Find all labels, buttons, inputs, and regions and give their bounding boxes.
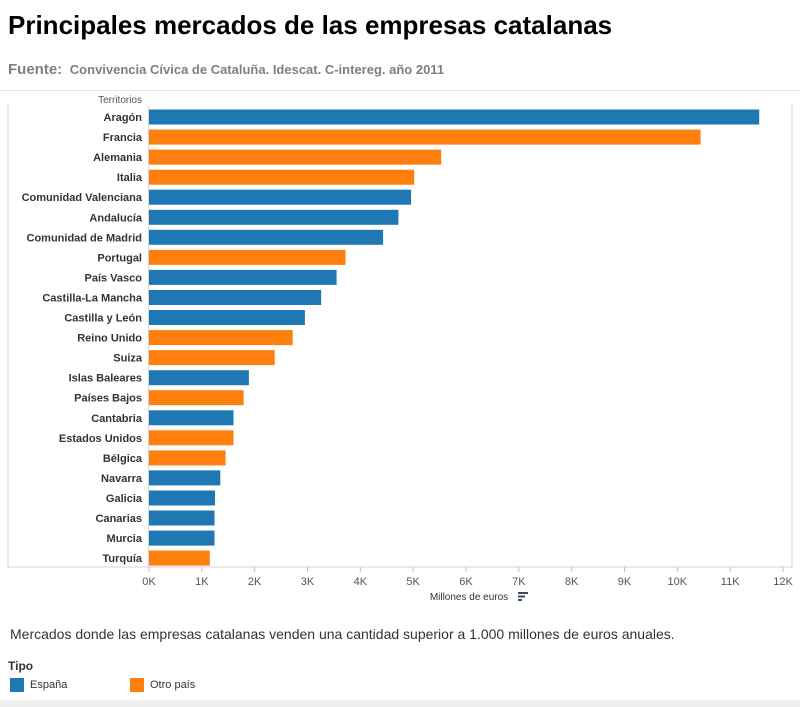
- category-label: Turquía: [102, 553, 142, 565]
- category-label: Cantabria: [91, 413, 143, 425]
- category-label: Reino Unido: [77, 333, 142, 345]
- y-axis-title: Territorios: [98, 95, 142, 106]
- bar: [149, 390, 244, 406]
- category-label: Galicia: [106, 493, 143, 505]
- bar: [149, 370, 249, 386]
- legend-item-espana[interactable]: España: [10, 677, 67, 692]
- bar: [149, 310, 305, 325]
- x-tick-label: 6K: [459, 576, 473, 588]
- category-label: Navarra: [101, 473, 143, 485]
- bar: [149, 450, 226, 466]
- bar: [149, 350, 275, 366]
- x-tick-label: 10K: [668, 576, 688, 588]
- bar: [149, 430, 234, 446]
- category-label: Bélgica: [103, 453, 143, 465]
- x-tick-label: 2K: [248, 576, 262, 588]
- category-label: Comunidad Valenciana: [22, 192, 143, 204]
- bar: [149, 530, 215, 546]
- x-tick-label: 3K: [301, 576, 315, 588]
- bar: [149, 229, 384, 245]
- category-label: Canarias: [96, 513, 142, 525]
- category-label: Suiza: [113, 353, 143, 365]
- chart-caption: Mercados donde las empresas catalanas ve…: [10, 626, 675, 642]
- bar: [149, 490, 215, 506]
- category-label: Comunidad de Madrid: [27, 232, 143, 244]
- bar: [149, 410, 234, 426]
- bar: [149, 510, 215, 526]
- sort-descending-icon[interactable]: [518, 592, 528, 601]
- source-text: Convivencia Cívica de Cataluña. Idescat.…: [69, 62, 445, 77]
- category-label: Castilla y León: [64, 313, 142, 325]
- bar: [149, 330, 293, 346]
- category-label: Francia: [103, 132, 143, 144]
- legend-title: Tipo: [8, 659, 34, 673]
- x-tick-label: 12K: [773, 576, 793, 588]
- legend-label-otro-pais: Otro país: [150, 678, 196, 691]
- x-tick-label: 9K: [618, 576, 632, 588]
- bar: [149, 109, 760, 125]
- bar: [149, 209, 399, 225]
- legend-label-espana: España: [30, 678, 68, 691]
- bar: [149, 129, 701, 145]
- bar: [149, 149, 442, 165]
- category-label: Andalucía: [89, 212, 142, 224]
- category-label: Alemania: [93, 152, 143, 164]
- x-tick-label: 11K: [721, 576, 740, 588]
- header-divider: [0, 90, 800, 91]
- category-label: Italia: [117, 172, 143, 184]
- bar-chart: Territorios Aragón Francia Alemania Italia Co…: [7, 95, 793, 603]
- legend-swatch-espana: [10, 677, 24, 692]
- category-label: Islas Baleares: [69, 373, 142, 385]
- bar: [149, 550, 210, 566]
- category-label: País Vasco: [85, 272, 143, 284]
- category-label: Estados Unidos: [59, 433, 142, 445]
- source-label: Fuente:: [8, 61, 63, 78]
- source-line: Fuente: Convivencia Cívica de Cataluña. …: [8, 61, 444, 78]
- x-tick-label: 7K: [512, 576, 526, 588]
- legend-item-otro-pais[interactable]: Otro país: [130, 677, 195, 692]
- category-label: Países Bajos: [74, 393, 142, 405]
- x-tick-label: 0K: [142, 576, 156, 588]
- bar: [149, 169, 415, 185]
- bar: [149, 249, 346, 265]
- x-tick-label: 1K: [195, 576, 209, 588]
- bar: [149, 470, 221, 486]
- category-label: Portugal: [97, 252, 142, 264]
- page-title: Principales mercados de las empresas cat…: [8, 10, 613, 40]
- bar: [149, 290, 322, 305]
- category-label: Castilla-La Mancha: [42, 293, 143, 305]
- legend-swatch-otro-pais: [130, 677, 144, 692]
- bottom-bar: [0, 700, 800, 707]
- category-label: Murcia: [107, 533, 143, 545]
- bar: [149, 189, 412, 205]
- x-tick-label: 8K: [565, 576, 579, 588]
- x-tick-label: 5K: [406, 576, 420, 588]
- bar: [149, 269, 337, 285]
- category-label: Aragón: [104, 112, 143, 124]
- x-axis-title: Millones de euros: [430, 592, 508, 603]
- x-tick-label: 4K: [354, 576, 368, 588]
